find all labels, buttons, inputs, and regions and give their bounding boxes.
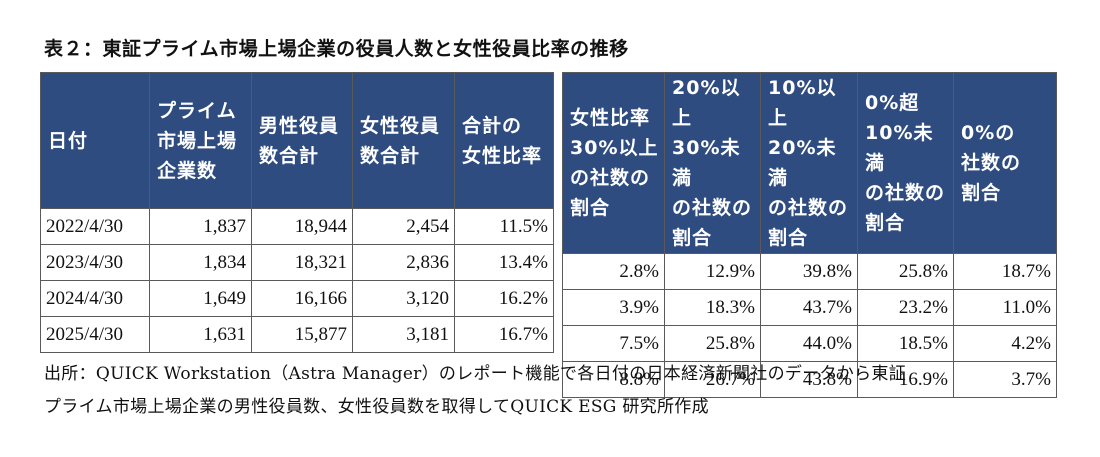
- table-row: 2024/4/30 1,649 16,166 3,120 16.2%: [40, 280, 554, 317]
- ratio-30-plus-cell: 2.8%: [562, 253, 665, 290]
- table-row: 2.8% 12.9% 39.8% 25.8% 18.7%: [562, 253, 1057, 290]
- header-ratio-30-plus: 女性比率 30%以上 の社数の 割合: [562, 72, 665, 254]
- date-cell: 2022/4/30: [40, 208, 150, 245]
- male-count-cell: 16,166: [251, 280, 353, 317]
- source-note: 出所：QUICK Workstation（Astra Manager）のレポート…: [44, 358, 906, 424]
- ratio-30-plus-cell: 7.5%: [562, 325, 665, 362]
- summary-table: 日付 プライム 市場上場 企業数 男性役員 数合計 女性役員 数合計 合計の 女…: [40, 72, 554, 353]
- male-count-cell: 15,877: [251, 316, 353, 353]
- distribution-table: 女性比率 30%以上 の社数の 割合 20%以上 30%未満 の社数の 割合 1…: [562, 72, 1057, 398]
- ratio-zero-cell: 11.0%: [953, 289, 1057, 326]
- ratio-10-20-cell: 39.8%: [760, 253, 858, 290]
- ratio-10-20-cell: 43.7%: [760, 289, 858, 326]
- header-ratio-10-20: 10%以上 20%未満 の社数の 割合: [760, 72, 858, 254]
- male-count-cell: 18,321: [251, 244, 353, 281]
- female-count-cell: 2,454: [352, 208, 455, 245]
- header-prime-companies: プライム 市場上場 企業数: [149, 72, 252, 209]
- female-count-cell: 3,120: [352, 280, 455, 317]
- table-row: 2025/4/30 1,631 15,877 3,181 16.7%: [40, 316, 554, 353]
- female-count-cell: 2,836: [352, 244, 455, 281]
- ratio-20-30-cell: 18.3%: [664, 289, 761, 326]
- table-title: 表２：東証プライム市場上場企業の役員人数と女性役員比率の推移: [44, 38, 629, 60]
- table-row: 7.5% 25.8% 44.0% 18.5% 4.2%: [562, 325, 1057, 362]
- ratio-30-plus-cell: 8.8%: [562, 361, 665, 398]
- ratio-10-20-cell: 44.0%: [760, 325, 858, 362]
- date-cell: 2024/4/30: [40, 280, 150, 317]
- ratio-zero-cell: 18.7%: [953, 253, 1057, 290]
- ratio-zero-cell: 3.7%: [953, 361, 1057, 398]
- companies-cell: 1,834: [149, 244, 252, 281]
- ratio-0-10-cell: 16.9%: [857, 361, 954, 398]
- female-ratio-cell: 13.4%: [454, 244, 554, 281]
- ratio-zero-cell: 4.2%: [953, 325, 1057, 362]
- header-ratio-0-10: 0%超 10%未満 の社数の 割合: [857, 72, 954, 254]
- female-ratio-cell: 16.7%: [454, 316, 554, 353]
- ratio-20-30-cell: 12.9%: [664, 253, 761, 290]
- ratio-0-10-cell: 18.5%: [857, 325, 954, 362]
- ratio-20-30-cell: 25.8%: [664, 325, 761, 362]
- source-line-1: 出所：QUICK Workstation（Astra Manager）のレポート…: [44, 364, 907, 384]
- table-row: 2022/4/30 1,837 18,944 2,454 11.5%: [40, 208, 554, 245]
- companies-cell: 1,649: [149, 280, 252, 317]
- female-ratio-cell: 11.5%: [454, 208, 554, 245]
- date-cell: 2025/4/30: [40, 316, 150, 353]
- table-row: 3.9% 18.3% 43.7% 23.2% 11.0%: [562, 289, 1057, 326]
- female-count-cell: 3,181: [352, 316, 455, 353]
- table-row: 2023/4/30 1,834 18,321 2,836 13.4%: [40, 244, 554, 281]
- header-female-directors: 女性役員 数合計: [352, 72, 455, 209]
- companies-cell: 1,837: [149, 208, 252, 245]
- male-count-cell: 18,944: [251, 208, 353, 245]
- date-cell: 2023/4/30: [40, 244, 150, 281]
- female-ratio-cell: 16.2%: [454, 280, 554, 317]
- source-line-2: プライム市場上場企業の男性役員数、女性役員数を取得してQUICK ESG 研究所…: [44, 397, 709, 417]
- header-ratio-20-30: 20%以上 30%未満 の社数の 割合: [664, 72, 761, 254]
- ratio-0-10-cell: 25.8%: [857, 253, 954, 290]
- table-row: 8.8% 26.7% 43.8% 16.9% 3.7%: [562, 361, 1057, 398]
- header-female-ratio: 合計の 女性比率: [454, 72, 554, 209]
- header-male-directors: 男性役員 数合計: [251, 72, 353, 209]
- header-ratio-zero: 0%の 社数の 割合: [953, 72, 1057, 254]
- companies-cell: 1,631: [149, 316, 252, 353]
- ratio-0-10-cell: 23.2%: [857, 289, 954, 326]
- ratio-20-30-cell: 26.7%: [664, 361, 761, 398]
- ratio-30-plus-cell: 3.9%: [562, 289, 665, 326]
- header-date: 日付: [40, 72, 150, 209]
